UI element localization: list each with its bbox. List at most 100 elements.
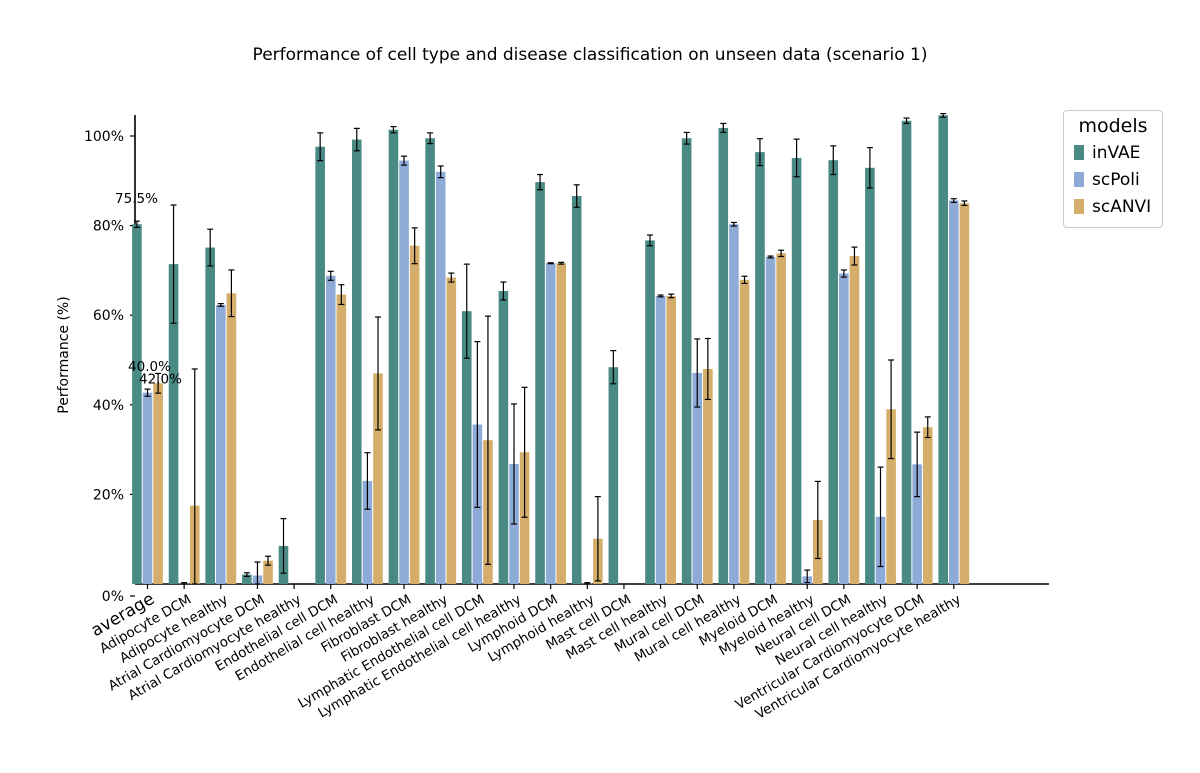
error-bar-scpoli-fibroblast-dcm (401, 155, 408, 166)
bar-scpoli-average (142, 392, 153, 584)
error-bar-invae-mural-cell-healthy (720, 122, 727, 134)
error-bar-scpoli-neural-cell-dcm (840, 269, 847, 278)
error-bar-invae-endothelial-cell-healthy (353, 127, 360, 152)
error-bar-scanvi-neural-cell-dcm (851, 246, 858, 266)
error-bar-invae-mast-cell-healthy (647, 234, 653, 247)
error-bar-scpoli-myeloid-dcm (767, 255, 774, 259)
bar-invae-lymphatic-endothelial-cell-healthy (498, 291, 509, 584)
bar-scanvi-average (153, 383, 163, 584)
bar-invae-atrial-cardiomyocyte-dcm (242, 574, 252, 584)
bar-scpoli-fibroblast-dcm (399, 160, 409, 584)
legend-title: models (1078, 115, 1148, 137)
error-bar-invae-atrial-cardiomyocyte-dcm (243, 572, 250, 577)
error-bar-invae-ventricular-cardiomyocyte-healthy (940, 112, 947, 118)
error-bar-scanvi-adipocyte-dcm (191, 368, 198, 585)
error-bar-scanvi-mural-cell-healthy (741, 275, 748, 284)
bar-invae-lymphoid-dcm (535, 182, 545, 585)
y-ticks: 0% 20% 40% 60% 80% 100% (84, 129, 135, 605)
error-bar-scpoli-lymphoid-dcm (547, 262, 554, 265)
annotation-label: 42.0% (139, 372, 182, 388)
bar-invae-lymphoid-healthy (571, 196, 582, 585)
bar-scanvi-lymphoid-dcm (556, 263, 567, 584)
error-bar-invae-neural-cell-dcm (830, 145, 837, 176)
bar-scanvi-fibroblast-dcm (409, 245, 420, 584)
error-bar-scpoli-ventricular-cardiomyocyte-healthy (950, 198, 957, 203)
y-tick-label: 0% (102, 589, 124, 605)
bar-scanvi-endothelial-cell-healthy (373, 373, 383, 584)
bar-scpoli-neural-cell-dcm (839, 273, 849, 584)
bar-scanvi-mural-cell-healthy (739, 279, 750, 584)
error-bar-invae-mural-cell-dcm (683, 131, 690, 145)
bar-invae-mural-cell-healthy (718, 127, 729, 584)
bar-invae-fibroblast-dcm (388, 129, 399, 584)
error-bar-scanvi-endothelial-cell-healthy (375, 316, 381, 431)
error-bar-scanvi-average (155, 372, 162, 394)
error-bar-scpoli-lymphatic-endothelial-cell-healthy (511, 403, 517, 525)
error-bar-scanvi-fibroblast-healthy (448, 272, 455, 283)
error-bar-scpoli-mast-cell-healthy (657, 294, 664, 298)
bars (132, 112, 970, 585)
error-bar-scanvi-mast-cell-healthy (668, 293, 675, 299)
error-bar-invae-lymphoid-healthy (573, 184, 580, 208)
annotations: 75.5% 40.0%42.0% (115, 191, 182, 388)
legend-swatch-scanvi (1074, 199, 1084, 214)
legend-label-invae: inVAE (1092, 142, 1141, 163)
error-bar-scpoli-mural-cell-healthy (730, 221, 737, 227)
bar-scpoli-fibroblast-healthy (435, 171, 446, 584)
y-tick-label: 100% (84, 129, 124, 145)
annotation-label: 40.0% (128, 359, 171, 375)
error-bar-invae-atrial-cardiomyocyte-healthy (280, 517, 287, 574)
bar-invae-endothelial-cell-dcm (315, 146, 325, 584)
bar-scpoli-adipocyte-healthy (216, 304, 226, 584)
bar-invae-mural-cell-dcm (681, 138, 692, 585)
bar-scpoli-ventricular-cardiomyocyte-dcm (912, 464, 922, 584)
error-bar-scpoli-neural-cell-healthy (877, 466, 884, 568)
bar-invae-neural-cell-healthy (865, 167, 875, 585)
error-bar-scanvi-atrial-cardiomyocyte-dcm (265, 555, 272, 566)
error-bar-scanvi-myeloid-dcm (778, 249, 785, 258)
bar-invae-adipocyte-dcm (168, 264, 179, 584)
error-bar-invae-fibroblast-healthy (427, 132, 434, 145)
error-bar-scanvi-neural-cell-healthy (888, 359, 895, 460)
error-bar-scpoli-average (144, 388, 151, 397)
error-bar-invae-mast-cell-dcm (610, 349, 617, 385)
y-tick-label: 60% (93, 308, 124, 324)
bar-invae-myeloid-dcm (755, 152, 765, 585)
bar-invae-ventricular-cardiomyocyte-dcm (901, 120, 912, 584)
error-bar-invae-ventricular-cardiomyocyte-dcm (903, 117, 910, 125)
error-bar-scanvi-ventricular-cardiomyocyte-dcm (924, 416, 931, 439)
bar-invae-lymphatic-endothelial-cell-dcm (461, 311, 472, 584)
error-bar-scpoli-endothelial-cell-dcm (327, 270, 334, 281)
bar-scpoli-mural-cell-dcm (692, 372, 703, 584)
y-tick-label: 40% (93, 398, 124, 414)
bar-invae-adipocyte-healthy (205, 247, 215, 584)
error-bar-scpoli-ventricular-cardiomyocyte-dcm (914, 431, 921, 498)
legend-label-scpoli: scPoli (1092, 169, 1140, 190)
error-bar-scpoli-mural-cell-dcm (694, 338, 701, 408)
error-bar-scanvi-lymphoid-dcm (558, 261, 565, 265)
y-axis-label: Performance (%) (56, 296, 72, 413)
error-bar-scpoli-lymphatic-endothelial-cell-dcm (474, 341, 481, 508)
legend-swatch-invae (1074, 145, 1084, 160)
bar-scpoli-endothelial-cell-healthy (362, 480, 373, 584)
bar-scanvi-mural-cell-dcm (703, 368, 713, 584)
bar-invae-mast-cell-dcm (608, 367, 619, 584)
error-bar-scpoli-endothelial-cell-healthy (364, 452, 371, 510)
bar-invae-myeloid-healthy (791, 157, 802, 584)
error-bar-invae-endothelial-cell-dcm (317, 132, 324, 162)
error-bar-invae-average (133, 220, 140, 228)
bar-invae-ventricular-cardiomyocyte-healthy (938, 115, 948, 584)
error-bar-invae-lymphatic-endothelial-cell-healthy (500, 281, 507, 301)
error-bar-scanvi-lymphoid-healthy (594, 496, 601, 582)
error-bar-scanvi-ventricular-cardiomyocyte-healthy (961, 200, 968, 207)
bar-scpoli-endothelial-cell-dcm (325, 275, 336, 584)
legend-label-scanvi: scANVI (1092, 196, 1152, 217)
error-bar-scanvi-endothelial-cell-dcm (338, 284, 345, 306)
error-bar-invae-myeloid-dcm (756, 138, 763, 167)
bar-scpoli-lymphoid-dcm (545, 263, 556, 584)
bar-scpoli-mural-cell-healthy (729, 224, 739, 585)
bar-scanvi-lymphatic-endothelial-cell-healthy (519, 452, 530, 584)
bar-scanvi-ventricular-cardiomyocyte-dcm (922, 427, 933, 584)
error-bar-scanvi-lymphatic-endothelial-cell-dcm (484, 315, 491, 565)
annotation-label: 75.5% (115, 191, 158, 207)
